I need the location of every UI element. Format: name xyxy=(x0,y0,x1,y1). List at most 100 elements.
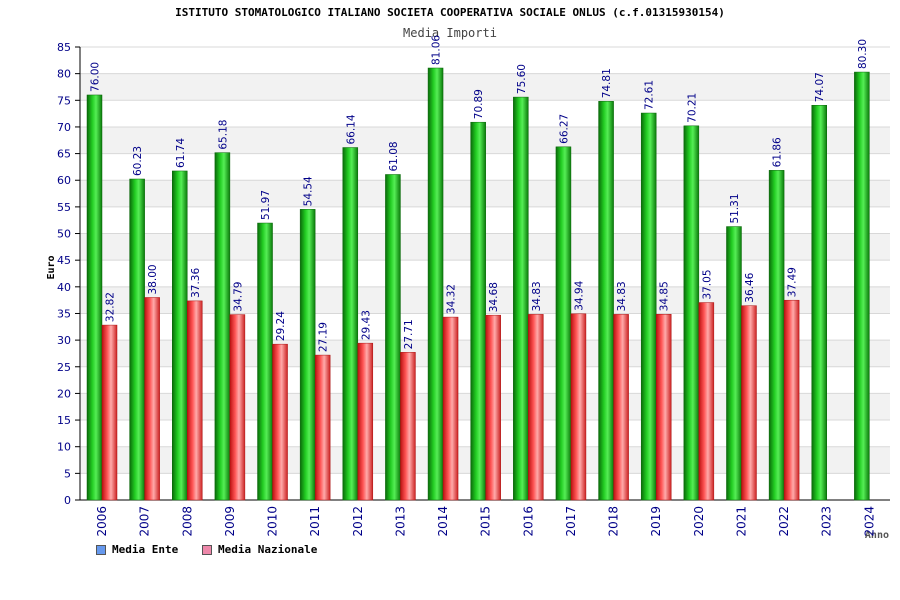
x-tick-label: 2021 xyxy=(734,506,748,537)
bar-media-ente xyxy=(342,147,359,501)
bar-media-ente xyxy=(598,101,614,501)
bar-media-nazionale xyxy=(698,302,715,501)
bar-media-nazionale xyxy=(442,316,459,501)
bar-media-nazionale xyxy=(400,352,416,501)
x-tick-label: 2015 xyxy=(479,506,493,537)
bar-media-nazionale xyxy=(144,297,160,501)
y-tick-label: 80 xyxy=(57,68,71,81)
x-tick-label: 2009 xyxy=(223,506,237,537)
data-label: 27.19 xyxy=(318,322,330,352)
bar-media-nazionale xyxy=(655,314,672,501)
bar-media-ente xyxy=(257,222,273,501)
y-tick-label: 70 xyxy=(57,121,71,134)
bar-media-nazionale xyxy=(314,354,331,501)
bar-media-nazionale xyxy=(613,314,629,501)
y-tick-label: 75 xyxy=(57,94,71,107)
data-label: 75.60 xyxy=(516,64,528,94)
chart-title: ISTITUTO STOMATOLOGICO ITALIANO SOCIETA … xyxy=(175,6,725,19)
bar-media-ente xyxy=(299,209,316,501)
y-tick-label: 25 xyxy=(57,361,71,374)
bar-media-ente xyxy=(768,170,785,501)
bar-media-nazionale xyxy=(101,324,118,501)
data-label: 29.43 xyxy=(360,310,372,340)
data-label: 70.21 xyxy=(686,93,698,123)
data-label: 61.08 xyxy=(388,141,400,171)
legend-item-nazionale: Media Nazionale xyxy=(202,543,317,556)
y-tick-label: 50 xyxy=(57,228,71,241)
data-label: 74.81 xyxy=(601,68,613,98)
x-tick-label: 2018 xyxy=(607,506,621,537)
data-label: 51.97 xyxy=(260,190,272,220)
data-label: 65.18 xyxy=(217,120,229,150)
bar-media-ente xyxy=(555,146,572,501)
bar-media-nazionale xyxy=(187,300,203,501)
bar-media-ente xyxy=(385,174,401,501)
data-label: 66.27 xyxy=(558,114,570,144)
legend-label-ente: Media Ente xyxy=(112,543,179,556)
data-label: 81.06 xyxy=(431,35,443,65)
data-label: 34.79 xyxy=(232,282,244,312)
y-tick-label: 60 xyxy=(57,174,71,187)
bar-media-nazionale xyxy=(485,314,501,501)
bar-media-ente xyxy=(86,94,103,501)
data-label: 76.00 xyxy=(90,62,102,92)
x-tick-label: 2007 xyxy=(138,506,152,537)
data-label: 37.36 xyxy=(190,268,202,298)
x-tick-label: 2012 xyxy=(351,506,365,537)
x-tick-label: 2008 xyxy=(180,506,194,537)
x-tick-label: 2022 xyxy=(777,506,791,537)
chart-subtitle: Media Importi xyxy=(403,26,497,40)
legend-swatch-nazionale xyxy=(202,544,212,555)
data-label: 60.23 xyxy=(132,146,144,176)
data-label: 80.30 xyxy=(857,39,869,69)
bar-media-nazionale xyxy=(272,343,288,501)
x-tick-label: 2010 xyxy=(266,506,280,537)
data-label: 29.24 xyxy=(275,311,287,341)
legend-swatch-ente xyxy=(96,544,106,555)
data-label: 37.49 xyxy=(787,267,799,297)
data-label: 70.89 xyxy=(473,89,485,119)
data-label: 34.94 xyxy=(573,280,585,310)
y-tick-label: 35 xyxy=(57,307,71,320)
bar-media-ente xyxy=(172,170,188,501)
data-label: 66.14 xyxy=(345,114,357,144)
data-label: 54.54 xyxy=(303,176,315,206)
bar-media-nazionale xyxy=(570,313,587,501)
legend-item-ente: Media Ente xyxy=(96,543,178,556)
bar-media-ente xyxy=(214,152,231,501)
y-tick-label: 10 xyxy=(57,441,71,454)
x-tick-label: 2016 xyxy=(521,506,535,537)
data-label: 32.82 xyxy=(105,292,117,322)
bar-media-ente xyxy=(129,178,145,501)
data-label: 51.31 xyxy=(729,193,741,223)
x-tick-label: 2013 xyxy=(393,506,407,537)
y-tick-label: 30 xyxy=(57,334,71,347)
data-label: 34.83 xyxy=(531,281,543,311)
data-label: 34.32 xyxy=(446,284,458,314)
bar-media-ente xyxy=(640,112,657,501)
data-label: 27.71 xyxy=(403,319,415,349)
bar-media-ente xyxy=(683,125,700,501)
data-label: 36.46 xyxy=(744,272,756,302)
bar-media-nazionale xyxy=(783,299,800,501)
y-tick-label: 40 xyxy=(57,281,71,294)
y-tick-label: 15 xyxy=(57,414,71,427)
y-tick-label: 65 xyxy=(57,148,71,161)
bar-media-nazionale xyxy=(528,314,544,501)
bar-media-ente xyxy=(513,96,529,501)
data-label: 61.74 xyxy=(175,138,187,168)
y-tick-label: 45 xyxy=(57,254,71,267)
x-tick-label: 2023 xyxy=(820,506,834,537)
data-label: 74.07 xyxy=(814,72,826,102)
bar-media-ente xyxy=(854,71,870,501)
data-label: 34.83 xyxy=(616,281,628,311)
data-label: 37.05 xyxy=(701,269,713,299)
bar-media-ente xyxy=(427,67,444,501)
bar-media-nazionale xyxy=(229,314,246,501)
x-tick-label: 2006 xyxy=(95,506,109,537)
legend-label-nazionale: Media Nazionale xyxy=(218,543,318,556)
data-label: 72.61 xyxy=(644,80,656,110)
bar-media-ente xyxy=(811,105,827,501)
bar-media-ente xyxy=(726,226,742,501)
